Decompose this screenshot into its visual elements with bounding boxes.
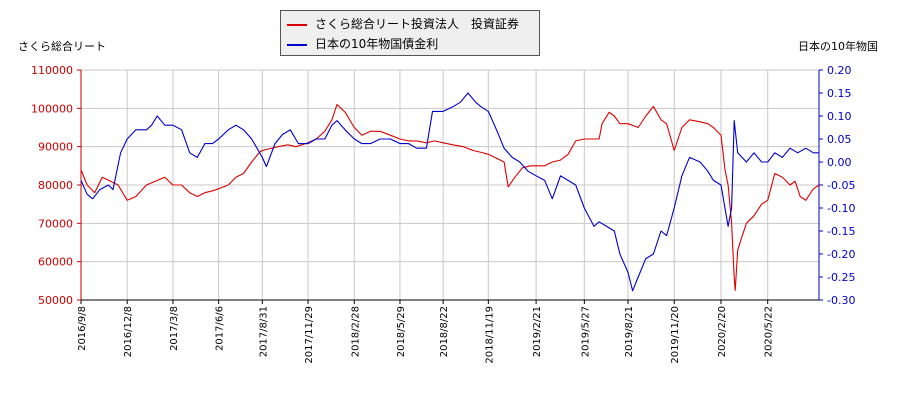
- right-tick-label: -0.25: [827, 271, 855, 284]
- x-tick-label: 2016/9/8: [77, 306, 88, 351]
- x-tick-label: 2018/11/19: [484, 306, 495, 364]
- legend-item-jgb: 日本の10年物国債金利: [287, 35, 438, 53]
- x-tick-label: 2019/11/20: [670, 306, 681, 364]
- x-tick-label: 2017/3/8: [169, 306, 180, 351]
- legend-label-jgb: 日本の10年物国債金利: [315, 37, 439, 51]
- x-tick-label: 2016/12/8: [123, 306, 134, 357]
- x-tick-label: 2019/8/21: [624, 306, 635, 357]
- right-tick-label: 0.20: [827, 64, 852, 77]
- x-tick-label: 2018/5/29: [396, 306, 407, 357]
- x-tick-label: 2017/6/6: [215, 306, 226, 351]
- left-axis-title: さくら総合リート: [18, 40, 106, 53]
- x-tick-label: 2018/8/22: [439, 306, 450, 357]
- right-tick-label: 0.10: [827, 110, 852, 123]
- x-tick-label: 2019/5/27: [580, 306, 591, 357]
- legend-item-reit: さくら総合リート投資法人 投資証券: [287, 15, 519, 33]
- left-tick-label: 60000: [38, 256, 73, 269]
- legend-swatch-reit: [287, 23, 307, 26]
- right-tick-label: 0.05: [827, 133, 852, 146]
- left-tick-label: 110000: [31, 64, 73, 77]
- right-tick-label: -0.20: [827, 248, 855, 261]
- left-tick-label: 50000: [38, 294, 73, 307]
- left-tick-label: 80000: [38, 179, 73, 192]
- legend-swatch-jgb: [287, 43, 307, 46]
- right-tick-label: -0.15: [827, 225, 855, 238]
- x-tick-label: 2018/2/28: [350, 306, 361, 357]
- x-tick-label: 2017/11/29: [304, 306, 315, 364]
- x-tick-label: 2020/2/20: [717, 306, 728, 357]
- right-tick-label: 0.15: [827, 87, 852, 100]
- right-tick-label: -0.30: [827, 294, 855, 307]
- series-line-reit: [80, 103, 820, 291]
- legend-label-reit: さくら総合リート投資法人 投資証券: [315, 17, 520, 31]
- legend: さくら総合リート投資法人 投資証券 日本の10年物国債金利: [280, 10, 540, 56]
- right-tick-label: -0.10: [827, 202, 855, 215]
- x-tick-label: 2017/8/31: [258, 306, 269, 357]
- x-tick-label: 2019/2/21: [532, 306, 543, 357]
- right-tick-label: -0.05: [827, 179, 855, 192]
- right-axis-title: 日本の10年物国: [798, 40, 878, 53]
- left-tick-label: 90000: [38, 141, 73, 154]
- left-tick-label: 70000: [38, 217, 73, 230]
- right-tick-label: 0.00: [827, 156, 852, 169]
- series-line-jgb: [80, 92, 819, 292]
- left-tick-label: 100000: [31, 102, 73, 115]
- x-tick-label: 2020/5/22: [764, 306, 775, 357]
